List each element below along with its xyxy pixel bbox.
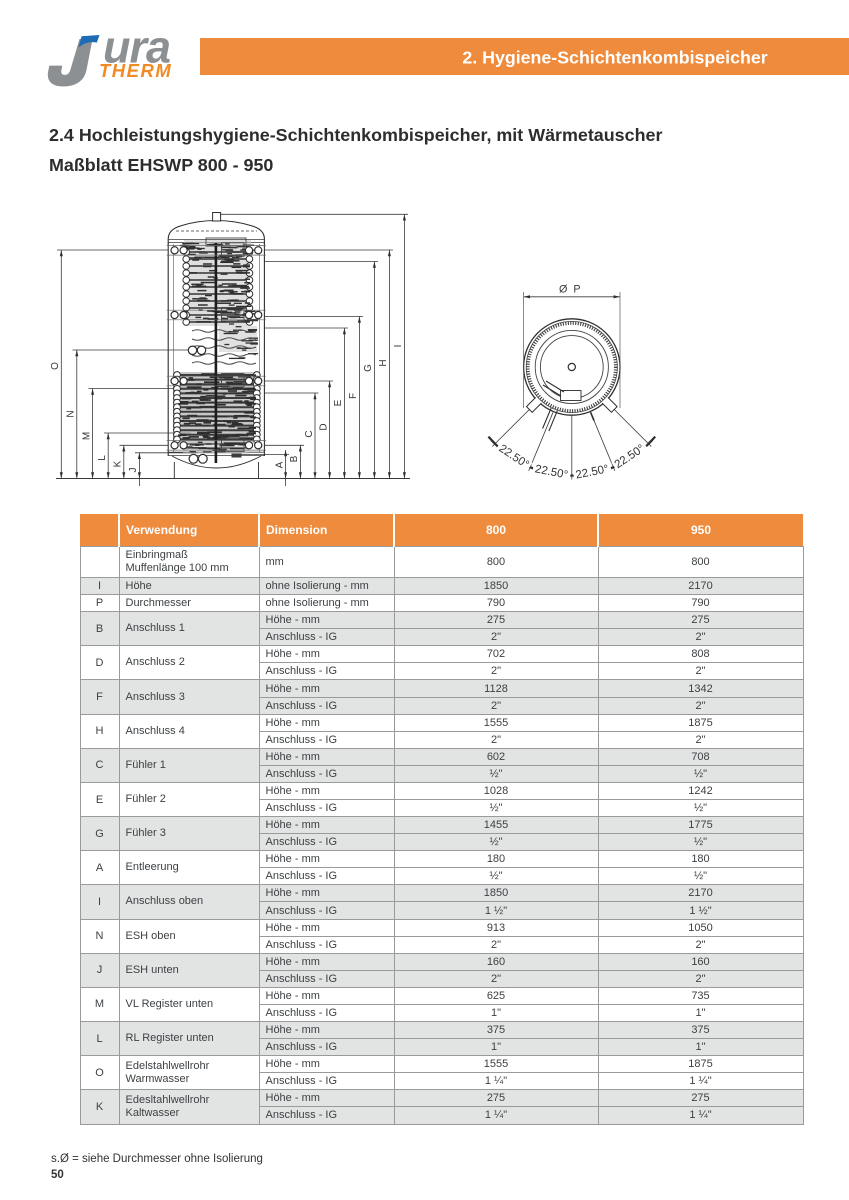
svg-text:D: D xyxy=(318,423,329,430)
svg-text:THERM: THERM xyxy=(99,60,172,81)
svg-text:E: E xyxy=(333,399,344,406)
svg-text:B: B xyxy=(289,455,300,462)
svg-text:ura: ura xyxy=(103,28,170,73)
svg-text:L: L xyxy=(97,455,108,461)
svg-text:F: F xyxy=(348,393,359,399)
svg-text:K: K xyxy=(113,460,124,467)
svg-text:Ø P: Ø P xyxy=(559,284,582,296)
svg-text:J: J xyxy=(128,468,139,473)
svg-text:22.50°: 22.50° xyxy=(497,443,531,472)
svg-text:M: M xyxy=(81,432,92,440)
svg-text:G: G xyxy=(363,364,374,372)
svg-text:O: O xyxy=(50,362,61,370)
svg-text:I: I xyxy=(393,345,404,348)
svg-text:A: A xyxy=(274,461,285,468)
svg-text:N: N xyxy=(66,410,77,417)
svg-text:22.50°: 22.50° xyxy=(613,443,647,472)
svg-text:22.50°: 22.50° xyxy=(575,463,610,481)
svg-text:22.50°: 22.50° xyxy=(534,463,569,481)
svg-text:H: H xyxy=(378,359,389,366)
svg-text:C: C xyxy=(304,430,315,437)
